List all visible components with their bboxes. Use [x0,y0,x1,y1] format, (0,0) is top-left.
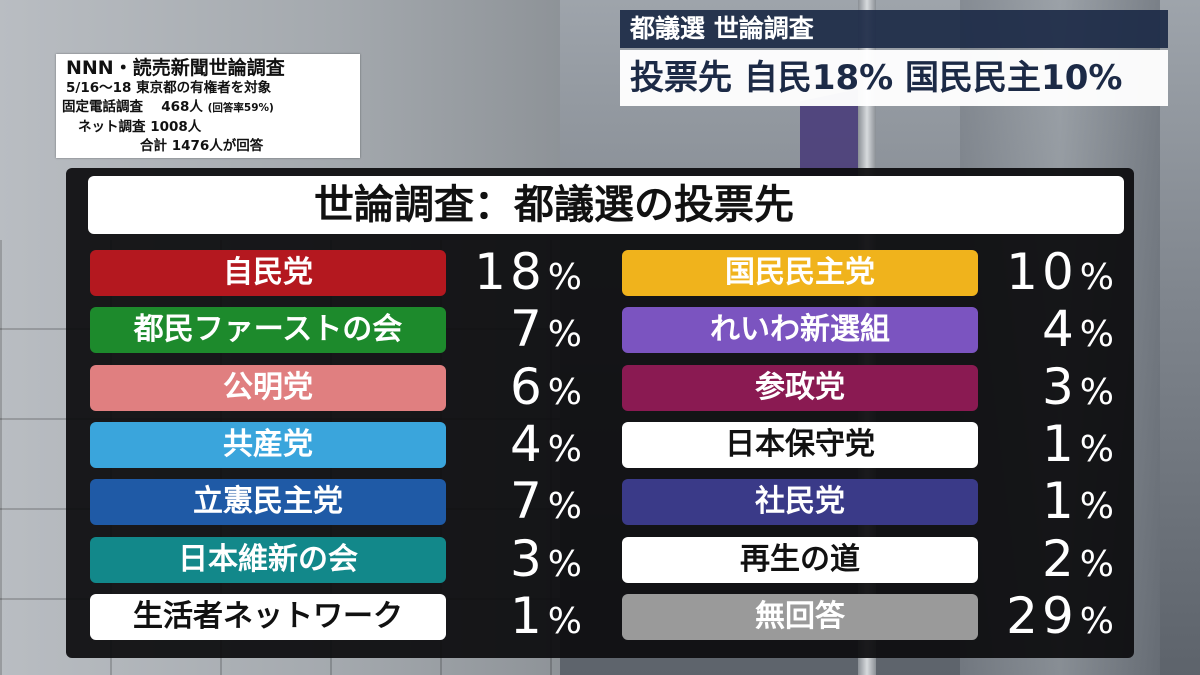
survey-phone-rate: (回答率59%) [207,102,274,114]
party-value-number: 1 [1041,414,1078,473]
party-value-number: 4 [1041,300,1078,359]
party-value-unit: % [1079,257,1114,298]
party-label: 生活者ネットワーク [90,593,446,640]
party-value-unit: % [547,600,582,642]
party-row: 再生の道 2% [0,533,1200,585]
party-value-number: 4 [509,414,546,473]
party-value: 1% [964,418,1114,470]
party-label: 国民民主党 [622,250,978,296]
party-value-unit: % [547,257,582,298]
party-value-number: 18 [474,243,546,301]
party-value-number: 7 [509,472,546,531]
party-value: 3% [964,361,1114,413]
party-value-unit: % [547,486,582,528]
party-value-unit: % [1079,371,1114,413]
survey-period: 5/16〜18 東京都の有権者を対象 [66,80,272,96]
party-value-unit: % [547,371,582,413]
party-label: 日本保守党 [622,421,978,468]
party-value-number: 6 [509,357,546,416]
party-value: 1% [964,475,1114,527]
party-value-unit: % [1079,486,1114,528]
party-label: 社民党 [622,479,978,526]
party-label: 都民ファーストの会 [90,307,446,354]
party-row: 無回答 29% [0,590,1200,642]
party-row: 社民党 1% [0,475,1200,527]
party-value-unit: % [1079,543,1114,585]
party-value-unit: % [1079,600,1114,642]
party-value: 29% [964,590,1114,642]
party-row: 日本保守党 1% [0,418,1200,470]
party-value: 18% [432,246,582,298]
party-label: れいわ新選組 [622,307,978,354]
chart-title: 世論調査：都議選の投票先 [88,176,1124,234]
party-value-number: 10 [1006,243,1078,301]
party-value: 6% [432,361,582,413]
party-value-unit: % [547,314,582,356]
party-value-number: 29 [1006,586,1078,645]
party-label: 自民党 [90,250,446,296]
party-value-number: 1 [509,586,546,645]
survey-phone: 固定電話調査 468人 (回答率59%) [62,98,354,118]
party-value: 7% [432,475,582,527]
party-row: れいわ新選組 4% [0,303,1200,355]
party-value: 4% [964,303,1114,355]
party-row: 参政党 3% [0,361,1200,413]
survey-net: ネット調査 1008人 [78,119,202,135]
survey-total: 合計 1476人が回答 [140,138,264,154]
party-value-unit: % [547,428,582,470]
party-label: 無回答 [622,593,978,640]
party-value-number: 7 [509,300,546,359]
headline-main: 投票先 自民18% 国民民主10% [620,50,1168,106]
party-value-unit: % [547,543,582,585]
party-row: 共産党 4% [0,418,1200,470]
party-label: 立憲民主党 [90,479,446,526]
party-row: 公明党 6% [0,361,1200,413]
survey-info-box: NNN・読売新聞世論調査 5/16〜18 東京都の有権者を対象 固定電話調査 4… [56,54,360,158]
party-label: 再生の道 [622,536,978,583]
party-value: 1% [432,590,582,642]
party-value-unit: % [1079,428,1114,470]
party-value-number: 3 [509,529,546,588]
party-row: 都民ファーストの会 7% [0,303,1200,355]
party-row: 日本維新の会 3% [0,533,1200,585]
party-label: 参政党 [622,364,978,411]
survey-phone-count: 固定電話調査 468人 [62,99,203,115]
party-label: 共産党 [90,421,446,468]
survey-source: NNN・読売新聞世論調査 [66,57,285,79]
party-row: 立憲民主党 7% [0,475,1200,527]
party-value-number: 1 [1041,472,1078,531]
party-row: 国民民主党 10% [0,246,1200,298]
chart-panel [66,168,1134,658]
party-label: 公明党 [90,364,446,411]
party-value-number: 2 [1041,529,1078,588]
headline-topic: 都議選 世論調査 [620,10,1168,48]
party-value-number: 3 [1041,357,1078,416]
party-row: 自民党 18% [0,246,1200,298]
party-value: 3% [432,533,582,585]
party-value: 2% [964,533,1114,585]
party-label: 日本維新の会 [90,536,446,583]
party-row: 生活者ネットワーク 1% [0,590,1200,642]
party-value: 10% [964,246,1114,298]
party-value: 4% [432,418,582,470]
party-value: 7% [432,303,582,355]
party-value-unit: % [1079,314,1114,356]
